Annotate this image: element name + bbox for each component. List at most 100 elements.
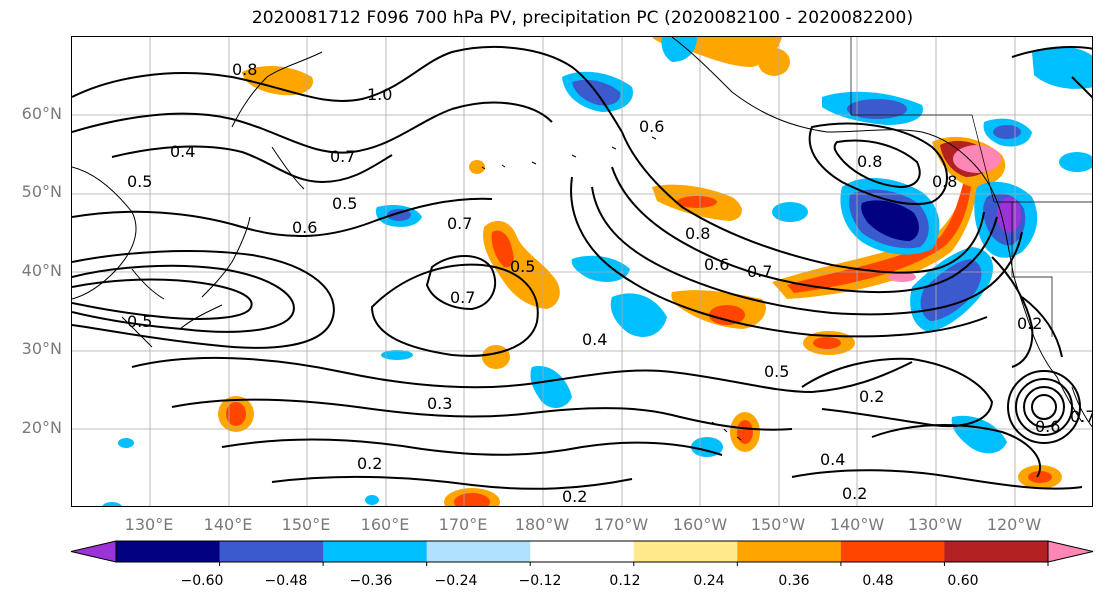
contour-coast-1 bbox=[991, 256, 1034, 368]
lon-label-180w: 180°W bbox=[514, 515, 570, 534]
precip-neg-small-3 bbox=[365, 495, 379, 505]
colorbar-tick-label: 0.60 bbox=[947, 573, 979, 589]
precip-pos-jet-core bbox=[787, 177, 972, 293]
precip-neg-small-2 bbox=[381, 350, 413, 360]
precip-neg-small-4 bbox=[102, 502, 122, 506]
precip-neg-small-6 bbox=[1059, 152, 1092, 172]
contour-east-3 bbox=[791, 469, 1083, 490]
lon-label-160e: 160°E bbox=[360, 515, 410, 534]
contour-label: 0.8 bbox=[932, 172, 957, 191]
contour-jet-3 bbox=[591, 186, 1023, 316]
coast-baja bbox=[1056, 376, 1092, 428]
colorbar-tick-label: 0.36 bbox=[778, 573, 810, 589]
coast-kamchatka bbox=[231, 51, 323, 128]
contour-label: 0.2 bbox=[859, 387, 884, 406]
contour-east-1 bbox=[801, 357, 994, 428]
colorbar-tick-label: −0.24 bbox=[434, 573, 478, 589]
lon-label-140e: 140°E bbox=[203, 515, 253, 534]
contour-gulf-loop-inner bbox=[833, 139, 921, 189]
contour-label: 0.4 bbox=[582, 330, 607, 349]
contour-low-ring-3 bbox=[1015, 378, 1073, 436]
coast-kuril bbox=[271, 146, 305, 190]
coast-west-us bbox=[1001, 216, 1058, 378]
precip-neg-east-mid bbox=[610, 293, 667, 337]
coast-japan bbox=[179, 216, 251, 330]
contour-label: 0.2 bbox=[842, 484, 867, 503]
contour-label: 0.4 bbox=[170, 142, 195, 161]
contour-label: 0.2 bbox=[1017, 314, 1042, 333]
colorbar-segments bbox=[70, 540, 1094, 563]
colorbar-tick-label: 0.24 bbox=[693, 573, 725, 589]
contour-mid-1 bbox=[72, 197, 493, 238]
colorbar-segment bbox=[944, 541, 1049, 562]
contour-west-ring-2 bbox=[72, 278, 253, 320]
contour-south-4 bbox=[271, 475, 633, 490]
map-panel: 0.8 1.0 0.5 0.4 0.5 0.7 0.5 0.6 0.7 0.8 … bbox=[71, 36, 1093, 507]
colorbar-tick-label: 0.48 bbox=[862, 573, 894, 589]
contour-jet-4 bbox=[570, 176, 988, 338]
contour-label: 0.7 bbox=[747, 262, 772, 281]
coast-asia bbox=[72, 166, 137, 300]
contour-northeast bbox=[1011, 46, 1092, 99]
contour-label: 0.4 bbox=[820, 450, 845, 469]
contour-center-big bbox=[370, 263, 539, 357]
contour-label: 0.8 bbox=[232, 60, 257, 79]
colorbar-tick-label: −0.36 bbox=[349, 573, 393, 589]
precip-pos-small-1 bbox=[482, 345, 510, 369]
contour-label: 0.7 bbox=[330, 147, 355, 166]
coast-alaska bbox=[671, 37, 1003, 218]
contour-label: 0.5 bbox=[127, 172, 152, 191]
precip-pos-mexico-red bbox=[1028, 471, 1052, 483]
precip-neg-small-1 bbox=[118, 438, 134, 448]
pv-contours bbox=[72, 46, 1092, 490]
lon-label-150e: 150°E bbox=[281, 515, 331, 534]
map-canvas: 0.8 1.0 0.5 0.4 0.5 0.7 0.5 0.6 0.7 0.8 … bbox=[72, 37, 1092, 506]
precip-neg-bc-blue bbox=[993, 125, 1021, 139]
contour-center-loop bbox=[425, 255, 497, 311]
precip-pos-alaska-pink bbox=[953, 145, 1001, 173]
contour-north-1 bbox=[72, 46, 623, 133]
colorbar-segment bbox=[323, 541, 428, 562]
contour-label: 0.8 bbox=[857, 152, 882, 171]
contour-label: 0.8 bbox=[685, 224, 710, 243]
precip-pos-kamchatka bbox=[242, 65, 313, 96]
precip-neg-north-mid bbox=[661, 37, 697, 62]
contour-jet-2 bbox=[611, 166, 998, 294]
contour-label: 0.5 bbox=[332, 194, 357, 213]
precip-pos-dateline-red bbox=[491, 230, 514, 268]
contour-label: 0.6 bbox=[639, 117, 664, 136]
colorbar-ticks bbox=[219, 562, 1049, 566]
map-title: 2020081712 F096 700 hPa PV, precipitatio… bbox=[251, 8, 914, 28]
colorbar-segment bbox=[840, 541, 945, 562]
contour-south-3 bbox=[221, 438, 723, 456]
colorbar-tick-label: −0.12 bbox=[518, 573, 562, 589]
lat-label-50n: 50°N bbox=[21, 182, 62, 201]
colorbar-segment bbox=[116, 541, 221, 562]
lon-label-170w: 170°W bbox=[593, 515, 649, 534]
contour-jet-1 bbox=[621, 131, 985, 274]
contour-south-1 bbox=[131, 356, 913, 394]
contour-low-ring-1 bbox=[1031, 394, 1057, 420]
contour-gulf-loop bbox=[808, 122, 948, 206]
precip-pos-west-pac-red bbox=[226, 402, 246, 426]
colorbar-outline bbox=[115, 540, 1049, 563]
contour-label: 0.2 bbox=[562, 487, 587, 506]
colorbar-segment bbox=[219, 541, 324, 562]
lon-label-140w: 140°W bbox=[829, 515, 885, 534]
precip-pos-jet-band bbox=[772, 167, 980, 299]
contour-low-ring-4 bbox=[1007, 370, 1081, 444]
colorbar-segment bbox=[426, 541, 531, 562]
colorbar-segment bbox=[737, 541, 842, 562]
contour-west-ring-1 bbox=[72, 264, 295, 333]
contour-label: 0.5 bbox=[510, 257, 535, 276]
precip-neg-mexico-coast bbox=[951, 415, 1007, 454]
contour-east-2 bbox=[871, 424, 1042, 478]
coast-aleutian bbox=[481, 136, 657, 170]
contour-coast-2 bbox=[1021, 296, 1063, 358]
precip-neg-central-sub bbox=[530, 366, 572, 409]
contour-north-2 bbox=[72, 101, 553, 154]
contour-label: 1.0 bbox=[367, 85, 392, 104]
lat-label-60n: 60°N bbox=[21, 104, 62, 123]
precip-neg-west-us-purple bbox=[997, 197, 1021, 233]
contour-label-group: 0.8 1.0 0.5 0.4 0.5 0.7 0.5 0.6 0.7 0.8 … bbox=[127, 60, 1092, 506]
